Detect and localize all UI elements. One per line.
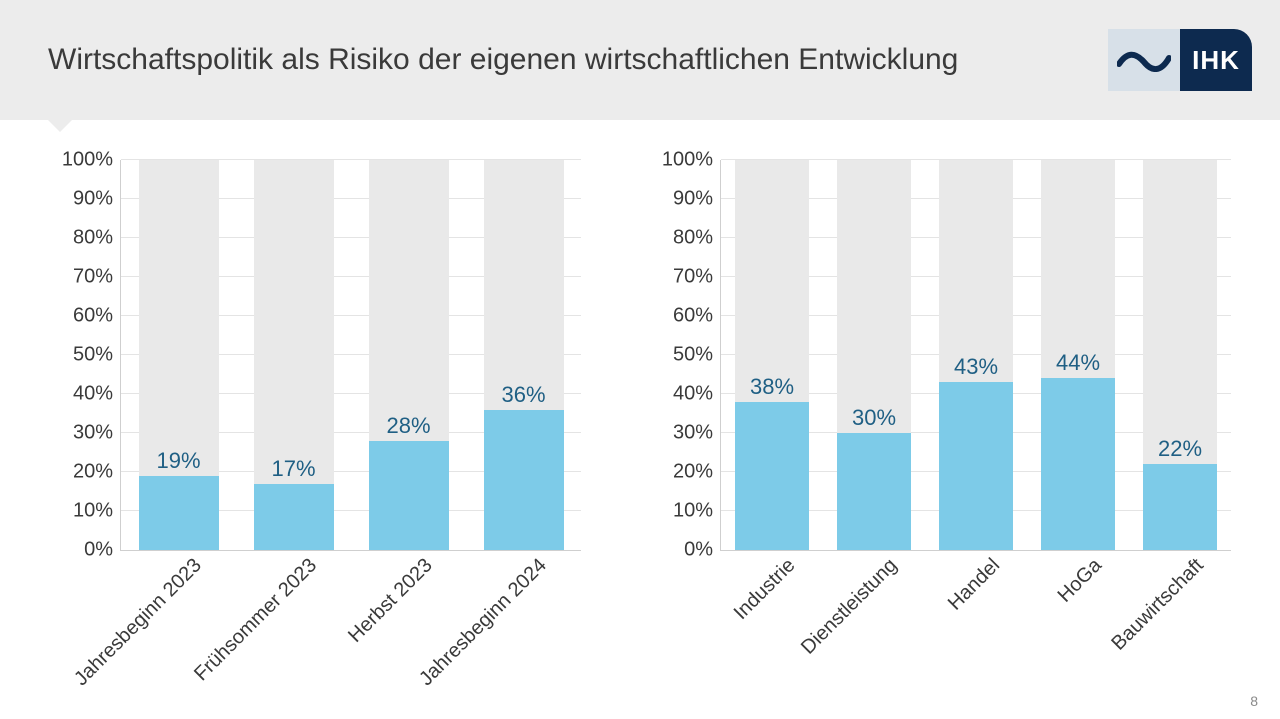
x-axis-label: Bauwirtschaft [1103, 550, 1208, 655]
bar-value-segment: 44% [1041, 378, 1115, 550]
bar-value-label: 43% [954, 354, 998, 380]
bar-rest-segment [254, 160, 334, 484]
plot-area: 0%10%20%30%40%50%60%70%80%90%100%19%Jahr… [120, 160, 581, 551]
y-axis-label: 100% [662, 149, 721, 172]
y-axis-label: 0% [84, 539, 121, 562]
y-axis-label: 50% [673, 344, 721, 367]
bar-group: 36% [484, 160, 564, 550]
header-bar: Wirtschaftspolitik als Risiko der eigene… [0, 0, 1280, 120]
bar-rest-segment [735, 160, 809, 402]
plot-area: 0%10%20%30%40%50%60%70%80%90%100%38%Indu… [720, 160, 1231, 551]
charts-container: 0%10%20%30%40%50%60%70%80%90%100%19%Jahr… [0, 120, 1280, 680]
bar-group: 28% [369, 160, 449, 550]
chart-time-series: 0%10%20%30%40%50%60%70%80%90%100%19%Jahr… [50, 160, 580, 680]
bar-rest-segment [939, 160, 1013, 382]
page-number: 8 [1250, 693, 1258, 709]
bar-rest-segment [1041, 160, 1115, 378]
y-axis-label: 80% [73, 227, 121, 250]
bar-group: 38% [735, 160, 809, 550]
bar-rest-segment [369, 160, 449, 441]
y-axis-label: 20% [73, 461, 121, 484]
bar-value-segment: 43% [939, 382, 1013, 550]
bar-value-label: 19% [156, 448, 200, 474]
y-axis-label: 40% [73, 383, 121, 406]
logo-text: IHK [1180, 29, 1252, 91]
x-axis-label: Herbst 2023 [339, 550, 437, 648]
x-axis-label: Dienstleistung [793, 550, 902, 659]
bar-value-segment: 28% [369, 441, 449, 550]
y-axis-label: 70% [673, 266, 721, 289]
bar-group: 19% [139, 160, 219, 550]
y-axis-label: 20% [673, 461, 721, 484]
bar-value-segment: 19% [139, 476, 219, 550]
y-axis-label: 80% [673, 227, 721, 250]
bar-value-label: 38% [750, 374, 794, 400]
bar-value-label: 22% [1158, 436, 1202, 462]
logo-wave-icon [1108, 29, 1180, 91]
bar-value-label: 28% [386, 413, 430, 439]
page-title: Wirtschaftspolitik als Risiko der eigene… [48, 43, 958, 77]
bar-value-segment: 36% [484, 410, 564, 550]
y-axis-label: 40% [673, 383, 721, 406]
y-axis-label: 60% [673, 305, 721, 328]
y-axis-label: 60% [73, 305, 121, 328]
y-axis-label: 0% [684, 539, 721, 562]
y-axis-label: 70% [73, 266, 121, 289]
chart-sectors: 0%10%20%30%40%50%60%70%80%90%100%38%Indu… [650, 160, 1230, 680]
x-axis-label: Handel [939, 550, 1004, 615]
x-axis-label: HoGa [1049, 550, 1106, 607]
bar-rest-segment [837, 160, 911, 433]
x-axis-label: Industrie [726, 550, 801, 625]
x-axis-label: Jahresbeginn 2023 [66, 550, 207, 691]
y-axis-label: 30% [73, 422, 121, 445]
y-axis-label: 90% [673, 188, 721, 211]
bar-group: 22% [1143, 160, 1217, 550]
bar-rest-segment [484, 160, 564, 410]
bar-group: 44% [1041, 160, 1115, 550]
bar-rest-segment [139, 160, 219, 476]
y-axis-label: 30% [673, 422, 721, 445]
bar-value-segment: 30% [837, 433, 911, 550]
bar-value-label: 36% [501, 382, 545, 408]
bar-group: 17% [254, 160, 334, 550]
bar-group: 30% [837, 160, 911, 550]
bar-value-segment: 17% [254, 484, 334, 550]
y-axis-label: 100% [62, 149, 121, 172]
y-axis-label: 50% [73, 344, 121, 367]
ihk-logo: IHK [1108, 29, 1252, 91]
y-axis-label: 10% [673, 500, 721, 523]
bar-value-label: 17% [271, 456, 315, 482]
bar-value-label: 30% [852, 405, 896, 431]
bar-value-segment: 22% [1143, 464, 1217, 550]
y-axis-label: 10% [73, 500, 121, 523]
bar-group: 43% [939, 160, 1013, 550]
bar-value-label: 44% [1056, 350, 1100, 376]
bar-rest-segment [1143, 160, 1217, 464]
y-axis-label: 90% [73, 188, 121, 211]
bar-value-segment: 38% [735, 402, 809, 550]
header-pointer-icon [48, 120, 72, 132]
